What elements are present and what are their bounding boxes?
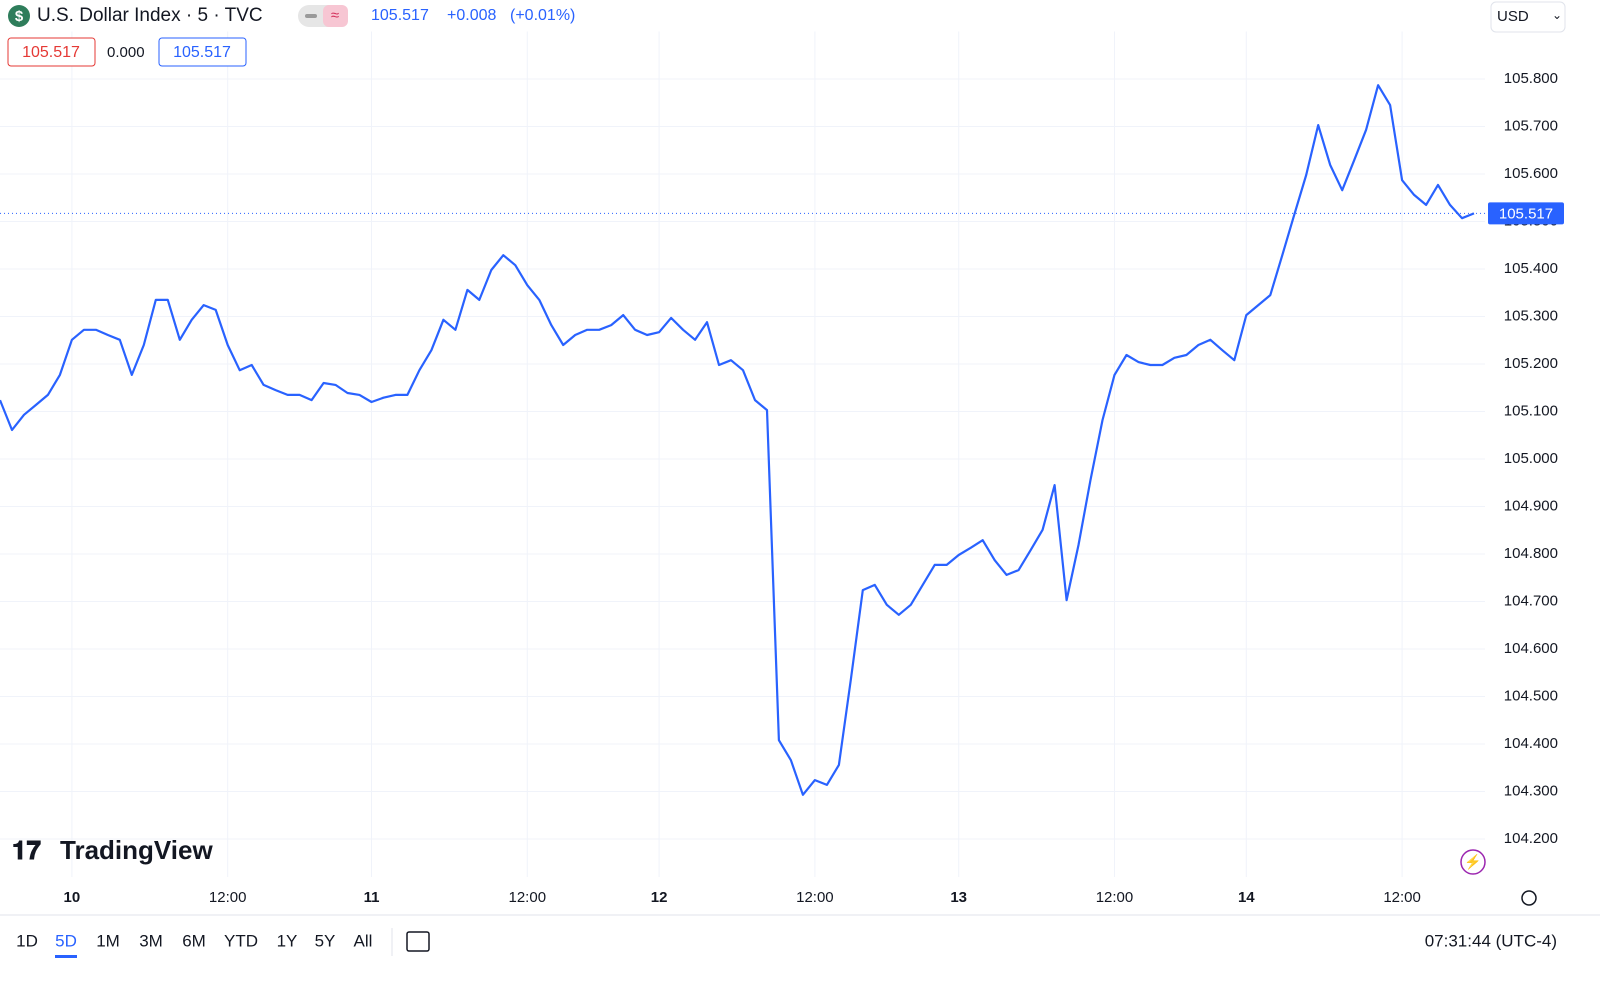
y-tick-label: 105.400 (1504, 260, 1558, 277)
clock: 07:31:44 (UTC-4) (1425, 931, 1557, 950)
range-active-underline (55, 955, 77, 958)
lightning-icon[interactable] (1460, 849, 1486, 875)
y-tick-label: 104.300 (1504, 782, 1558, 799)
logo-text: TradingView (60, 835, 213, 865)
range-button[interactable]: 5D (55, 931, 77, 950)
y-tick-label: 104.700 (1504, 592, 1558, 609)
last-price-label: 105.517 (1499, 205, 1553, 222)
y-tick-label: 104.600 (1504, 640, 1558, 657)
legend-open: 105.517 (22, 44, 80, 61)
range-button[interactable]: 1D (16, 931, 38, 950)
range-button[interactable]: 1Y (277, 931, 298, 950)
y-tick-label: 105.700 (1504, 117, 1558, 134)
y-tick-label: 104.400 (1504, 735, 1558, 752)
y-tick-label: 105.800 (1504, 70, 1558, 87)
symbol-name[interactable]: U.S. Dollar Index · 5 · TVC (37, 5, 263, 26)
x-tick-label: 12:00 (796, 889, 834, 906)
y-tick-label: 105.000 (1504, 450, 1558, 467)
x-tick-label: 11 (364, 889, 380, 906)
grid (0, 31, 1485, 877)
x-tick-label: 12:00 (209, 889, 247, 906)
lightning-glyph: ⚡ (1464, 854, 1481, 871)
price-line (0, 84, 1475, 796)
x-tick-label: 10 (64, 889, 81, 906)
x-tick-label: 12 (651, 889, 668, 906)
y-tick-label: 104.900 (1504, 497, 1558, 514)
legend-diff: 0.000 (107, 44, 145, 61)
x-tick-label: 13 (950, 889, 967, 906)
last-price-tag (1488, 202, 1564, 225)
symbol-icon-glyph: $ (15, 8, 24, 25)
x-tick-label: 14 (1238, 889, 1255, 906)
range-button[interactable]: YTD (224, 931, 258, 950)
status-icon: ≈ (331, 7, 339, 24)
legend-box (7, 37, 96, 67)
settings-icon[interactable] (1521, 890, 1537, 906)
dropdown-arrow: ⌄ (1552, 8, 1562, 22)
symbol-icon (8, 5, 30, 27)
status-icon (305, 14, 317, 18)
range-button[interactable]: 3M (139, 931, 163, 950)
range-button[interactable]: 5Y (315, 931, 336, 950)
y-tick-label: 105.100 (1504, 402, 1558, 419)
header-change-pct: (+0.01%) (510, 7, 575, 24)
plot (0, 84, 1485, 796)
header-price: 105.517 (371, 7, 429, 24)
range-button[interactable]: 1M (96, 931, 120, 950)
y-tick-label: 105.600 (1504, 165, 1558, 182)
legend-box (158, 37, 247, 67)
logo-mark: 𝟏𝟕 (12, 835, 41, 865)
currency-label[interactable]: USD (1497, 8, 1529, 25)
x-tick-label: 12:00 (1383, 889, 1421, 906)
y-tick-label: 105.300 (1504, 307, 1558, 324)
y-tick-label: 104.500 (1504, 687, 1558, 704)
y-tick-label: 104.800 (1504, 545, 1558, 562)
y-tick-label: 105.200 (1504, 355, 1558, 372)
range-button[interactable]: 6M (182, 931, 206, 950)
range-button[interactable]: All (354, 931, 373, 950)
x-tick-label: 12:00 (1096, 889, 1134, 906)
x-tick-label: 12:00 (509, 889, 547, 906)
y-tick-label: 104.200 (1504, 830, 1558, 847)
header-change: +0.008 (447, 7, 496, 24)
status-pill-alt (323, 5, 348, 27)
date-range-icon[interactable] (406, 931, 430, 952)
currency-select[interactable] (1490, 1, 1566, 33)
toolbar: 1D 5D 1M 3M 6M YTD 1Y 5Y All (16, 931, 372, 958)
legend-close: 105.517 (173, 44, 231, 61)
